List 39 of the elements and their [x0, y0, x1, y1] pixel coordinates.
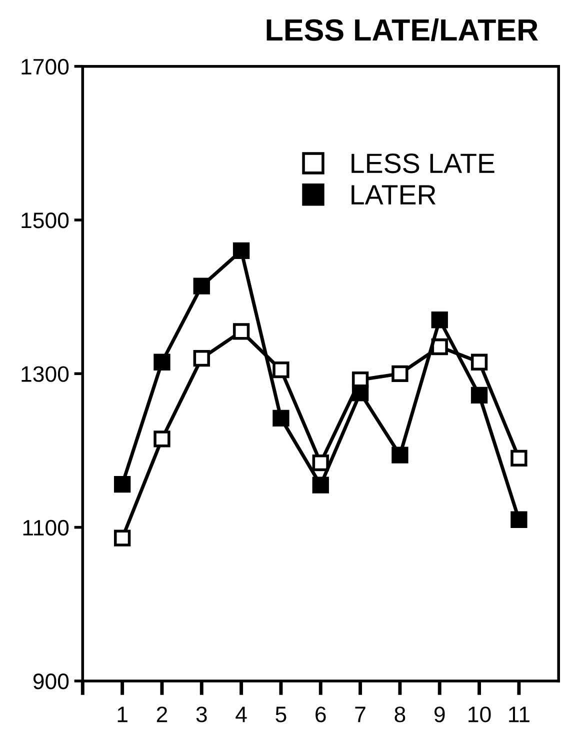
x-tick-label: 6	[316, 706, 326, 722]
y-tick-label: 1700	[22, 58, 69, 75]
x-tick-label: 7	[355, 706, 366, 722]
y-tick-label: 1300	[22, 366, 69, 382]
legend-label: LATER	[352, 185, 436, 204]
x-tick-label: 1	[118, 706, 128, 722]
x-tick-label: 8	[394, 706, 406, 722]
x-tick-label: 11	[509, 706, 530, 722]
y-tick-label: 1100	[23, 520, 69, 536]
point	[352, 384, 369, 402]
x-tick-label: 10	[468, 706, 491, 722]
point	[470, 354, 488, 370]
point	[510, 511, 528, 528]
x-tick-label: 2	[156, 706, 168, 722]
point	[114, 476, 131, 493]
chart-title: LESS LATE/LATER	[266, 18, 538, 42]
point	[154, 354, 170, 370]
point	[232, 242, 250, 260]
x-tick-label: 9	[434, 706, 445, 722]
y-tick-label: 900	[33, 674, 69, 690]
y-tick-label: 1500	[22, 212, 69, 228]
x-tick-label: 4	[236, 706, 247, 722]
x-tick-label: 3	[196, 706, 207, 722]
point	[312, 476, 329, 494]
point	[193, 278, 210, 294]
legend-label: LESS LATE	[352, 154, 494, 174]
point	[431, 312, 448, 328]
point	[312, 454, 329, 472]
point	[232, 323, 250, 340]
point	[154, 430, 170, 448]
point	[114, 530, 131, 546]
point	[193, 350, 210, 367]
point	[392, 365, 408, 382]
point	[272, 361, 290, 378]
x-tick-label: 5	[276, 706, 286, 722]
point	[392, 446, 408, 464]
point	[470, 386, 488, 404]
point	[510, 450, 528, 467]
point	[272, 410, 290, 427]
